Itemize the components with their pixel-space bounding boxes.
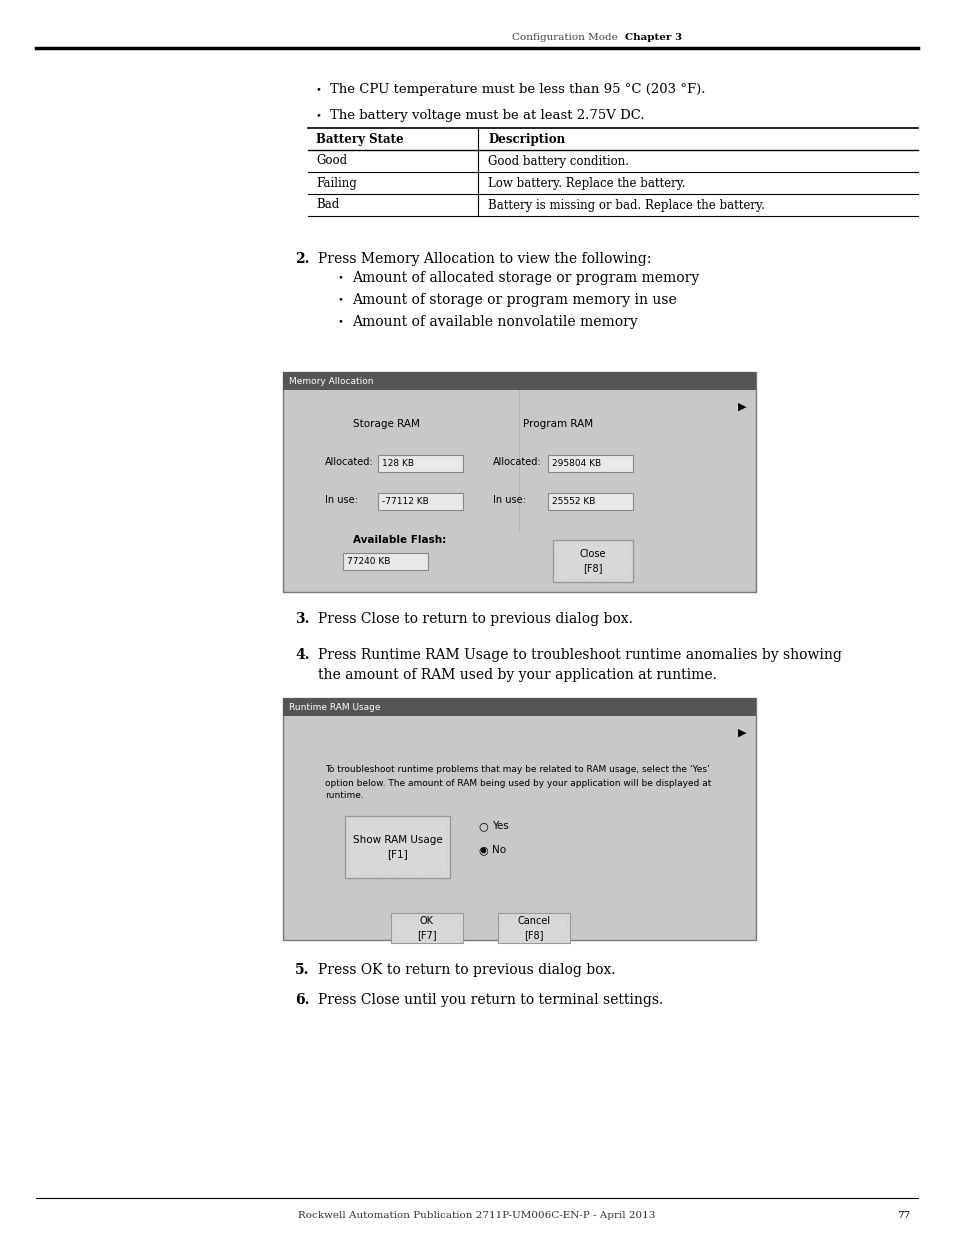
Bar [394,916,459,940]
Bar [547,454,633,472]
Text: Close
[F8]: Close [F8] [579,550,605,573]
Text: Amount of allocated storage or program memory: Amount of allocated storage or program m… [352,270,699,285]
Text: Press Memory Allocation to view the following:: Press Memory Allocation to view the foll… [317,252,651,266]
Text: •: • [336,317,342,326]
Text: Memory Allocation: Memory Allocation [289,377,374,385]
Bar [500,916,566,940]
Text: ▶: ▶ [737,727,745,739]
Bar [348,819,447,876]
Text: Bad: Bad [315,199,339,211]
Text: •: • [336,295,342,305]
Bar [345,816,450,878]
Bar [283,372,755,390]
Text: option below. The amount of RAM being used by your application will be displayed: option below. The amount of RAM being us… [325,778,711,788]
Text: 25552 KB: 25552 KB [552,496,595,505]
Text: Available Flash:: Available Flash: [353,535,446,545]
Text: 77: 77 [896,1210,909,1219]
Text: Description: Description [488,132,564,146]
Text: The battery voltage must be at least 2.75V DC.: The battery voltage must be at least 2.7… [330,110,644,122]
Text: Storage RAM: Storage RAM [353,419,419,429]
Text: The CPU temperature must be less than 95 °C (203 °F).: The CPU temperature must be less than 95… [330,84,705,96]
Text: Battery is missing or bad. Replace the battery.: Battery is missing or bad. Replace the b… [488,199,764,211]
Text: Show RAM Usage
[F1]: Show RAM Usage [F1] [353,835,442,858]
Text: 4.: 4. [294,648,310,662]
Text: Allocated:: Allocated: [493,457,541,467]
Text: Amount of available nonvolatile memory: Amount of available nonvolatile memory [352,315,638,329]
Text: ○: ○ [477,845,487,855]
Text: 6.: 6. [294,993,309,1007]
Text: Cancel
[F8]: Cancel [F8] [517,916,550,940]
Text: ▶: ▶ [737,403,745,412]
Text: Good: Good [315,154,347,168]
Text: Allocated:: Allocated: [325,457,374,467]
Text: Failing: Failing [315,177,356,189]
Text: Yes: Yes [492,821,508,831]
Text: Press Runtime RAM Usage to troubleshoot runtime anomalies by showing: Press Runtime RAM Usage to troubleshoot … [317,648,841,662]
Text: ○: ○ [477,821,487,831]
Text: Press OK to return to previous dialog box.: Press OK to return to previous dialog bo… [317,963,615,977]
Text: In use:: In use: [325,495,357,505]
Text: Amount of storage or program memory in use: Amount of storage or program memory in u… [352,293,676,308]
Bar [283,698,755,716]
Text: 128 KB: 128 KB [381,458,414,468]
Text: To troubleshoot runtime problems that may be related to RAM usage, select the ‘Y: To troubleshoot runtime problems that ma… [325,766,709,774]
Text: 2.: 2. [294,252,309,266]
Text: -77112 KB: -77112 KB [381,496,428,505]
Bar [556,543,629,579]
Text: In use:: In use: [493,495,525,505]
Text: runtime.: runtime. [325,792,363,800]
Text: Program RAM: Program RAM [522,419,593,429]
Text: No: No [492,845,506,855]
Text: Press Close until you return to terminal settings.: Press Close until you return to terminal… [317,993,662,1007]
Text: Good battery condition.: Good battery condition. [488,154,628,168]
Text: Runtime RAM Usage: Runtime RAM Usage [289,703,380,711]
Bar [283,698,755,940]
Text: Rockwell Automation Publication 2711P-UM006C-EN-P - April 2013: Rockwell Automation Publication 2711P-UM… [298,1210,655,1219]
Bar [283,372,755,592]
Text: 77240 KB: 77240 KB [347,557,390,566]
Bar [553,540,633,582]
Text: 3.: 3. [294,613,309,626]
Bar [547,493,633,510]
Text: 295804 KB: 295804 KB [552,458,600,468]
Text: Low battery. Replace the battery.: Low battery. Replace the battery. [488,177,685,189]
Text: •: • [314,85,320,95]
Bar [343,552,428,569]
Text: •: • [314,111,320,121]
Text: •: • [336,273,342,283]
Bar [377,454,462,472]
Bar [497,913,569,944]
Text: Chapter 3: Chapter 3 [624,33,681,42]
Text: Battery State: Battery State [315,132,403,146]
Text: Configuration Mode: Configuration Mode [512,33,618,42]
Bar [377,493,462,510]
Text: 5.: 5. [294,963,309,977]
Text: the amount of RAM used by your application at runtime.: the amount of RAM used by your applicati… [317,668,716,682]
Text: OK
[F7]: OK [F7] [416,916,436,940]
Text: Press Close to return to previous dialog box.: Press Close to return to previous dialog… [317,613,632,626]
Bar [391,913,462,944]
